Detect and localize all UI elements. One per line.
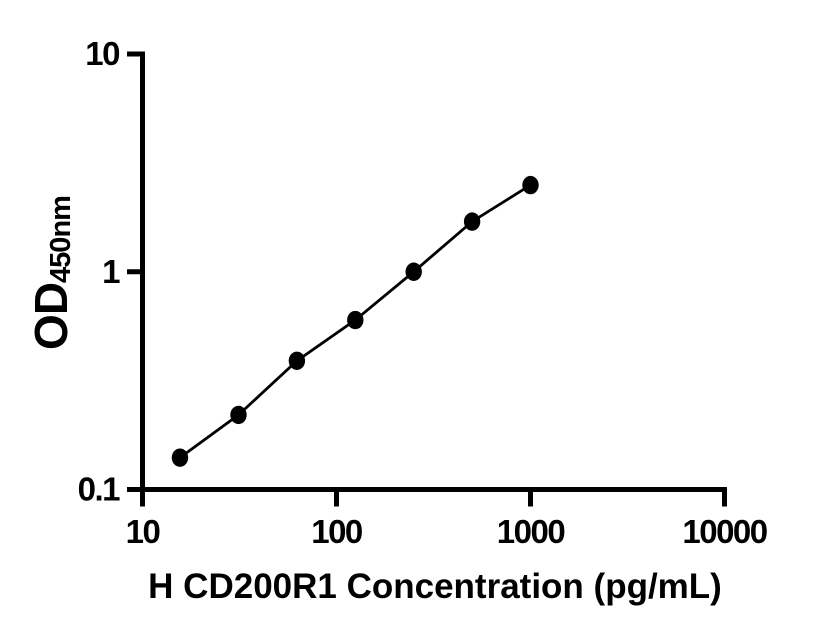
y-tick-label: 1 — [102, 253, 120, 290]
x-tick-label: 10000 — [682, 513, 766, 550]
y-axis-title: OD 450nm — [24, 196, 78, 350]
y-axis-title-subscript: 450nm — [45, 196, 77, 283]
x-tick-label: 10 — [126, 513, 160, 550]
x-tick-label: 1000 — [497, 513, 565, 550]
data-point — [522, 175, 539, 195]
data-point — [463, 212, 481, 231]
data-point — [347, 310, 364, 330]
data-point — [171, 448, 189, 467]
y-tick-label: 0.1 — [78, 471, 121, 508]
y-tick-label: 10 — [85, 35, 119, 72]
data-point — [288, 351, 306, 370]
data-point — [405, 262, 422, 281]
data-point — [230, 405, 247, 425]
y-axis-title-main: OD — [25, 282, 77, 350]
x-axis-title: H CD200R1 Concentration (pg/mL) — [148, 567, 722, 606]
x-tick-label: 100 — [311, 513, 362, 550]
